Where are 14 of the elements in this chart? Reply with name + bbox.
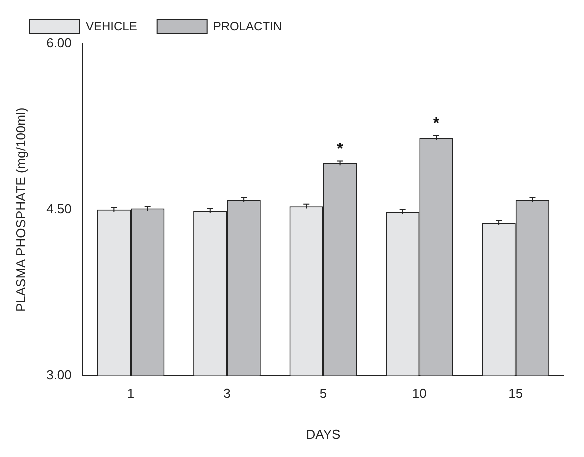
y-tick-label: 4.50 (46, 201, 72, 216)
x-tick-label: 5 (320, 386, 328, 402)
x-tick-label: 3 (224, 386, 231, 402)
y-tick-label: 3.00 (46, 367, 72, 382)
y-axis-title: PLASMA PHOSPHATE (mg/100ml) (13, 108, 28, 312)
y-tick-label: 6.00 (46, 36, 72, 51)
legend-label: VEHICLE (86, 19, 138, 34)
annotation: * (337, 140, 344, 158)
x-axis-title: DAYS (306, 426, 341, 442)
x-tick-label: 1 (127, 386, 135, 402)
x-tick-label: 15 (508, 386, 524, 402)
x-tick-label: 10 (412, 386, 427, 402)
annotation: * (433, 115, 440, 132)
legend-label: PROLACTIN (213, 19, 282, 34)
